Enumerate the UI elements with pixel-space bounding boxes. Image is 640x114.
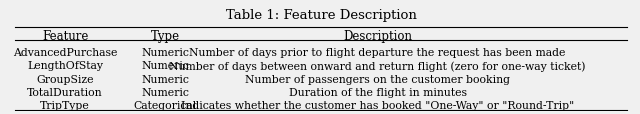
Text: Numeric: Numeric: [141, 74, 189, 84]
Text: TripType: TripType: [40, 100, 90, 110]
Text: GroupSize: GroupSize: [36, 74, 94, 84]
Text: Description: Description: [343, 30, 412, 43]
Text: AdvancedPurchase: AdvancedPurchase: [13, 48, 117, 58]
Text: Indicates whether the customer has booked "One-Way" or "Round-Trip": Indicates whether the customer has booke…: [181, 100, 574, 110]
Text: Feature: Feature: [42, 30, 88, 43]
Text: Table 1: Feature Description: Table 1: Feature Description: [226, 9, 417, 22]
Text: Number of passengers on the customer booking: Number of passengers on the customer boo…: [245, 74, 510, 84]
Text: Duration of the flight in minutes: Duration of the flight in minutes: [289, 87, 467, 97]
Text: Numeric: Numeric: [141, 87, 189, 97]
Text: Type: Type: [150, 30, 180, 43]
Text: Number of days between onward and return flight (zero for one-way ticket): Number of days between onward and return…: [170, 61, 586, 71]
Text: Number of days prior to flight departure the request has been made: Number of days prior to flight departure…: [189, 48, 566, 58]
Text: Categorical: Categorical: [134, 100, 196, 110]
Text: Numeric: Numeric: [141, 61, 189, 71]
Text: TotalDuration: TotalDuration: [28, 87, 103, 97]
Text: LengthOfStay: LengthOfStay: [27, 61, 103, 71]
Text: Numeric: Numeric: [141, 48, 189, 58]
